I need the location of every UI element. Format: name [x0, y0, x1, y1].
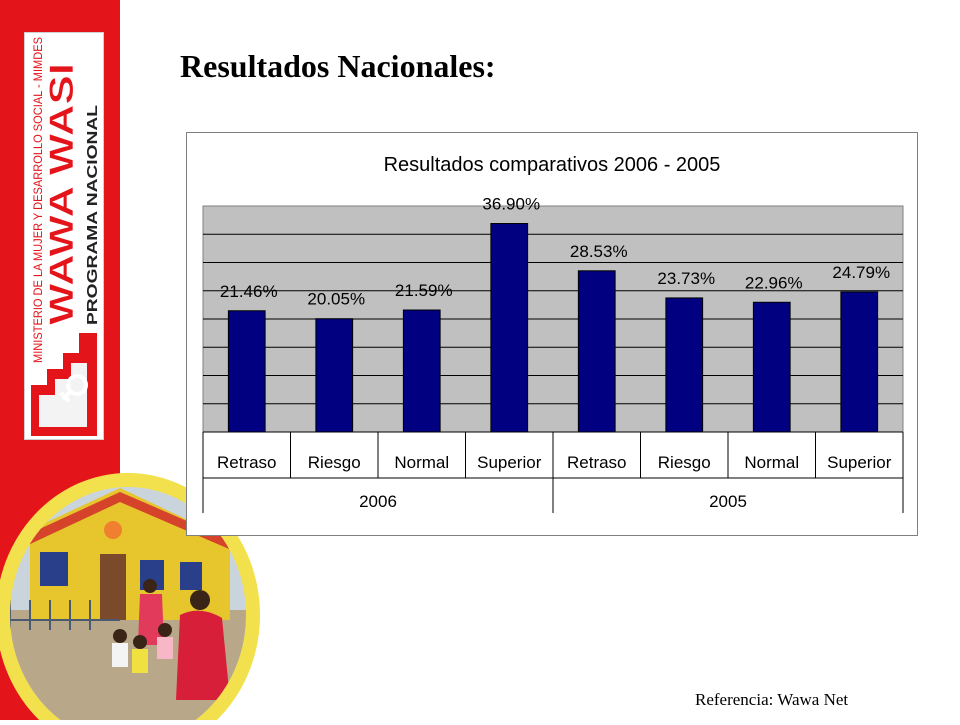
bar [402, 309, 441, 433]
data-label: 36.90% [482, 195, 540, 214]
chart-title: Resultados comparativos 2006 - 2005 [384, 154, 721, 176]
category-axis-table: Retraso Riesgo Normal Superior Retraso Riesgo… [202, 431, 904, 513]
brand-text: WAWA WASI [43, 63, 81, 325]
bar [577, 270, 616, 433]
bar-series [227, 223, 879, 433]
chart-canvas: Resultados comparativos 2006 - 2005 21.4… [202, 154, 904, 513]
category-tick-label: Riesgo [658, 453, 711, 472]
bar [490, 223, 529, 433]
gender-symbol-icon [59, 374, 88, 403]
group-label: 2005 [709, 492, 747, 511]
data-label: 23.73% [657, 269, 715, 288]
slide-title: Resultados Nacionales: [180, 48, 496, 84]
ministry-text: MINISTERIO DE LA MUJER Y DESARROLLO SOCI… [33, 37, 45, 363]
wawa-wasi-logo: MINISTERIO DE LA MUJER Y DESARROLLO SOCI… [24, 32, 104, 440]
category-tick-label: Retraso [567, 453, 627, 472]
category-tick-label: Superior [477, 453, 542, 472]
data-label: 24.79% [832, 263, 890, 282]
bar-chart: Resultados comparativos 2006 - 2005 21.4… [186, 132, 918, 536]
data-labels: 21.46% 20.05% 21.59% 36.90% 28.53% 23.73% 22.9… [220, 195, 890, 309]
bar [315, 318, 354, 433]
data-label: 28.53% [570, 242, 628, 261]
data-label: 20.05% [307, 290, 365, 309]
data-label: 21.46% [220, 282, 278, 301]
daycare-building-photo [0, 470, 270, 725]
data-label: 22.96% [745, 273, 803, 292]
category-tick-label: Normal [744, 453, 799, 472]
category-tick-label: Riesgo [308, 453, 361, 472]
bar [752, 301, 791, 433]
bar [227, 310, 266, 433]
reference-note: Referencia: Wawa Net [695, 690, 849, 709]
category-tick-label: Retraso [217, 453, 277, 472]
group-label: 2006 [359, 492, 397, 511]
program-text: PROGRAMA NACIONAL [84, 105, 101, 325]
bar [665, 297, 704, 433]
category-tick-label: Superior [827, 453, 892, 472]
data-label: 21.59% [395, 281, 453, 300]
category-tick-label: Normal [394, 453, 449, 472]
bar [840, 291, 879, 433]
